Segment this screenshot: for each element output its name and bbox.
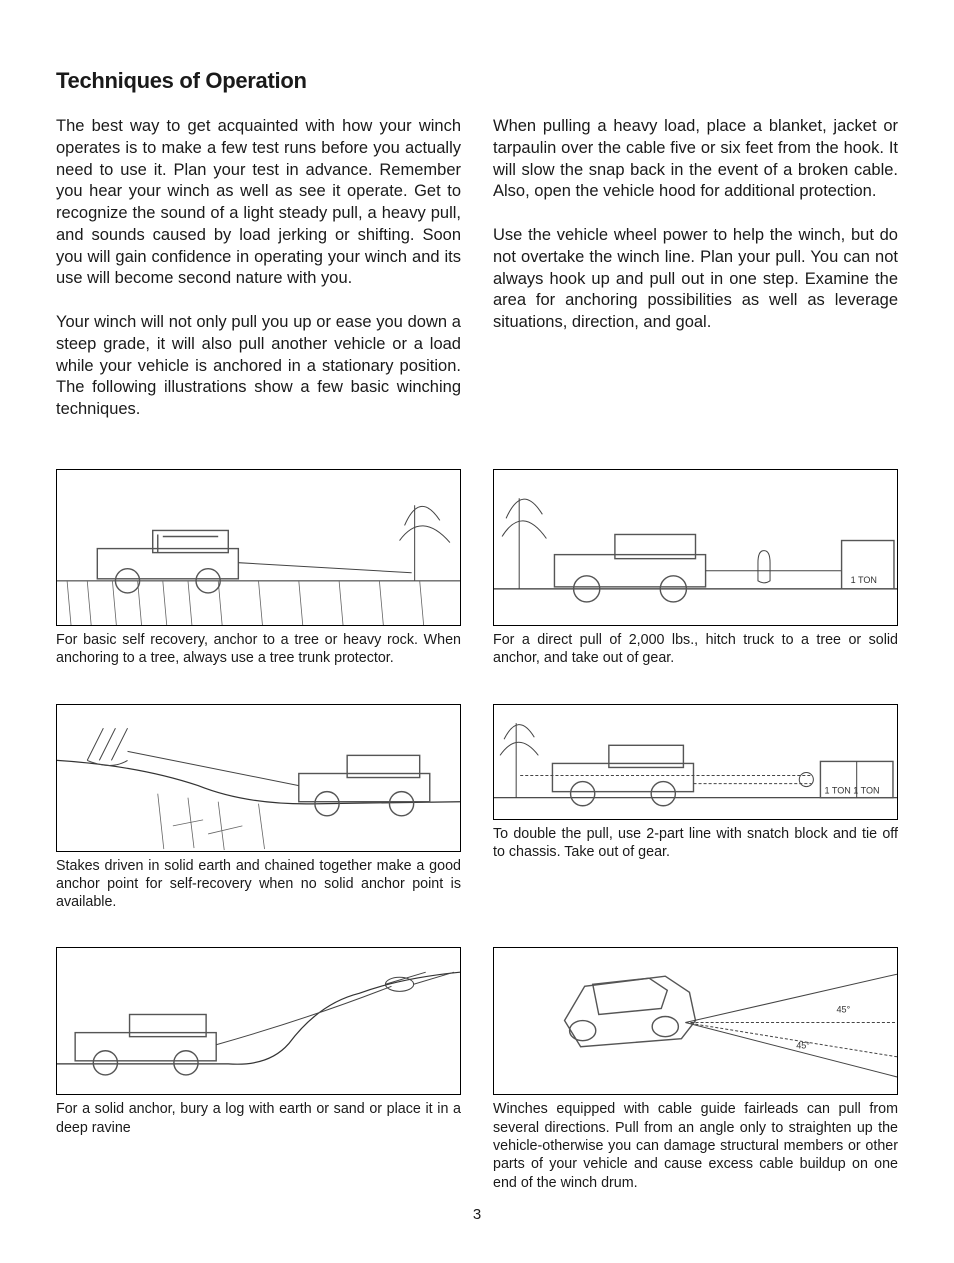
page-number: 3 <box>56 1206 898 1223</box>
figure-grid: For basic self recovery, anchor to a tre… <box>56 469 898 1192</box>
intro-paragraph: Use the vehicle wheel power to help the … <box>493 225 898 334</box>
figure-4: 1 TON 1 TON To double the pull, use 2-pa… <box>493 704 898 912</box>
figure-5-caption: For a solid anchor, bury a log with eart… <box>56 1100 461 1137</box>
page-title: Techniques of Operation <box>56 68 898 94</box>
figure-2: 1 TON For a direct pull of 2,000 lbs., h… <box>493 469 898 668</box>
figure-1-caption: For basic self recovery, anchor to a tre… <box>56 631 461 668</box>
intro-columns: The best way to get acquainted with how … <box>56 116 898 421</box>
figure-1: For basic self recovery, anchor to a tre… <box>56 469 461 668</box>
figure-6-caption: Winches equipped with cable guide fairle… <box>493 1100 898 1191</box>
figure-6-label-bottom: 45° <box>796 1041 810 1051</box>
figure-6-label-top: 45° <box>837 1005 851 1015</box>
figure-6-image: 45° 45° <box>493 947 898 1095</box>
intro-paragraph: The best way to get acquainted with how … <box>56 116 461 290</box>
figure-6: 45° 45° Winches equipped with cable guid… <box>493 947 898 1191</box>
intro-paragraph: When pulling a heavy load, place a blank… <box>493 116 898 203</box>
figure-2-image: 1 TON <box>493 469 898 626</box>
figure-4-image: 1 TON 1 TON <box>493 704 898 820</box>
figure-2-label: 1 TON <box>851 575 877 585</box>
figure-4-label: 1 TON 1 TON <box>824 785 879 795</box>
figure-1-image <box>56 469 461 626</box>
figure-3-caption: Stakes driven in solid earth and chained… <box>56 857 461 912</box>
figure-2-caption: For a direct pull of 2,000 lbs., hitch t… <box>493 631 898 668</box>
intro-right-column: When pulling a heavy load, place a blank… <box>493 116 898 421</box>
figure-3: Stakes driven in solid earth and chained… <box>56 704 461 912</box>
figure-5-image <box>56 947 461 1095</box>
intro-left-column: The best way to get acquainted with how … <box>56 116 461 421</box>
figure-3-image <box>56 704 461 852</box>
figure-5: For a solid anchor, bury a log with eart… <box>56 947 461 1191</box>
intro-paragraph: Your winch will not only pull you up or … <box>56 312 461 421</box>
figure-4-caption: To double the pull, use 2-part line with… <box>493 825 898 862</box>
